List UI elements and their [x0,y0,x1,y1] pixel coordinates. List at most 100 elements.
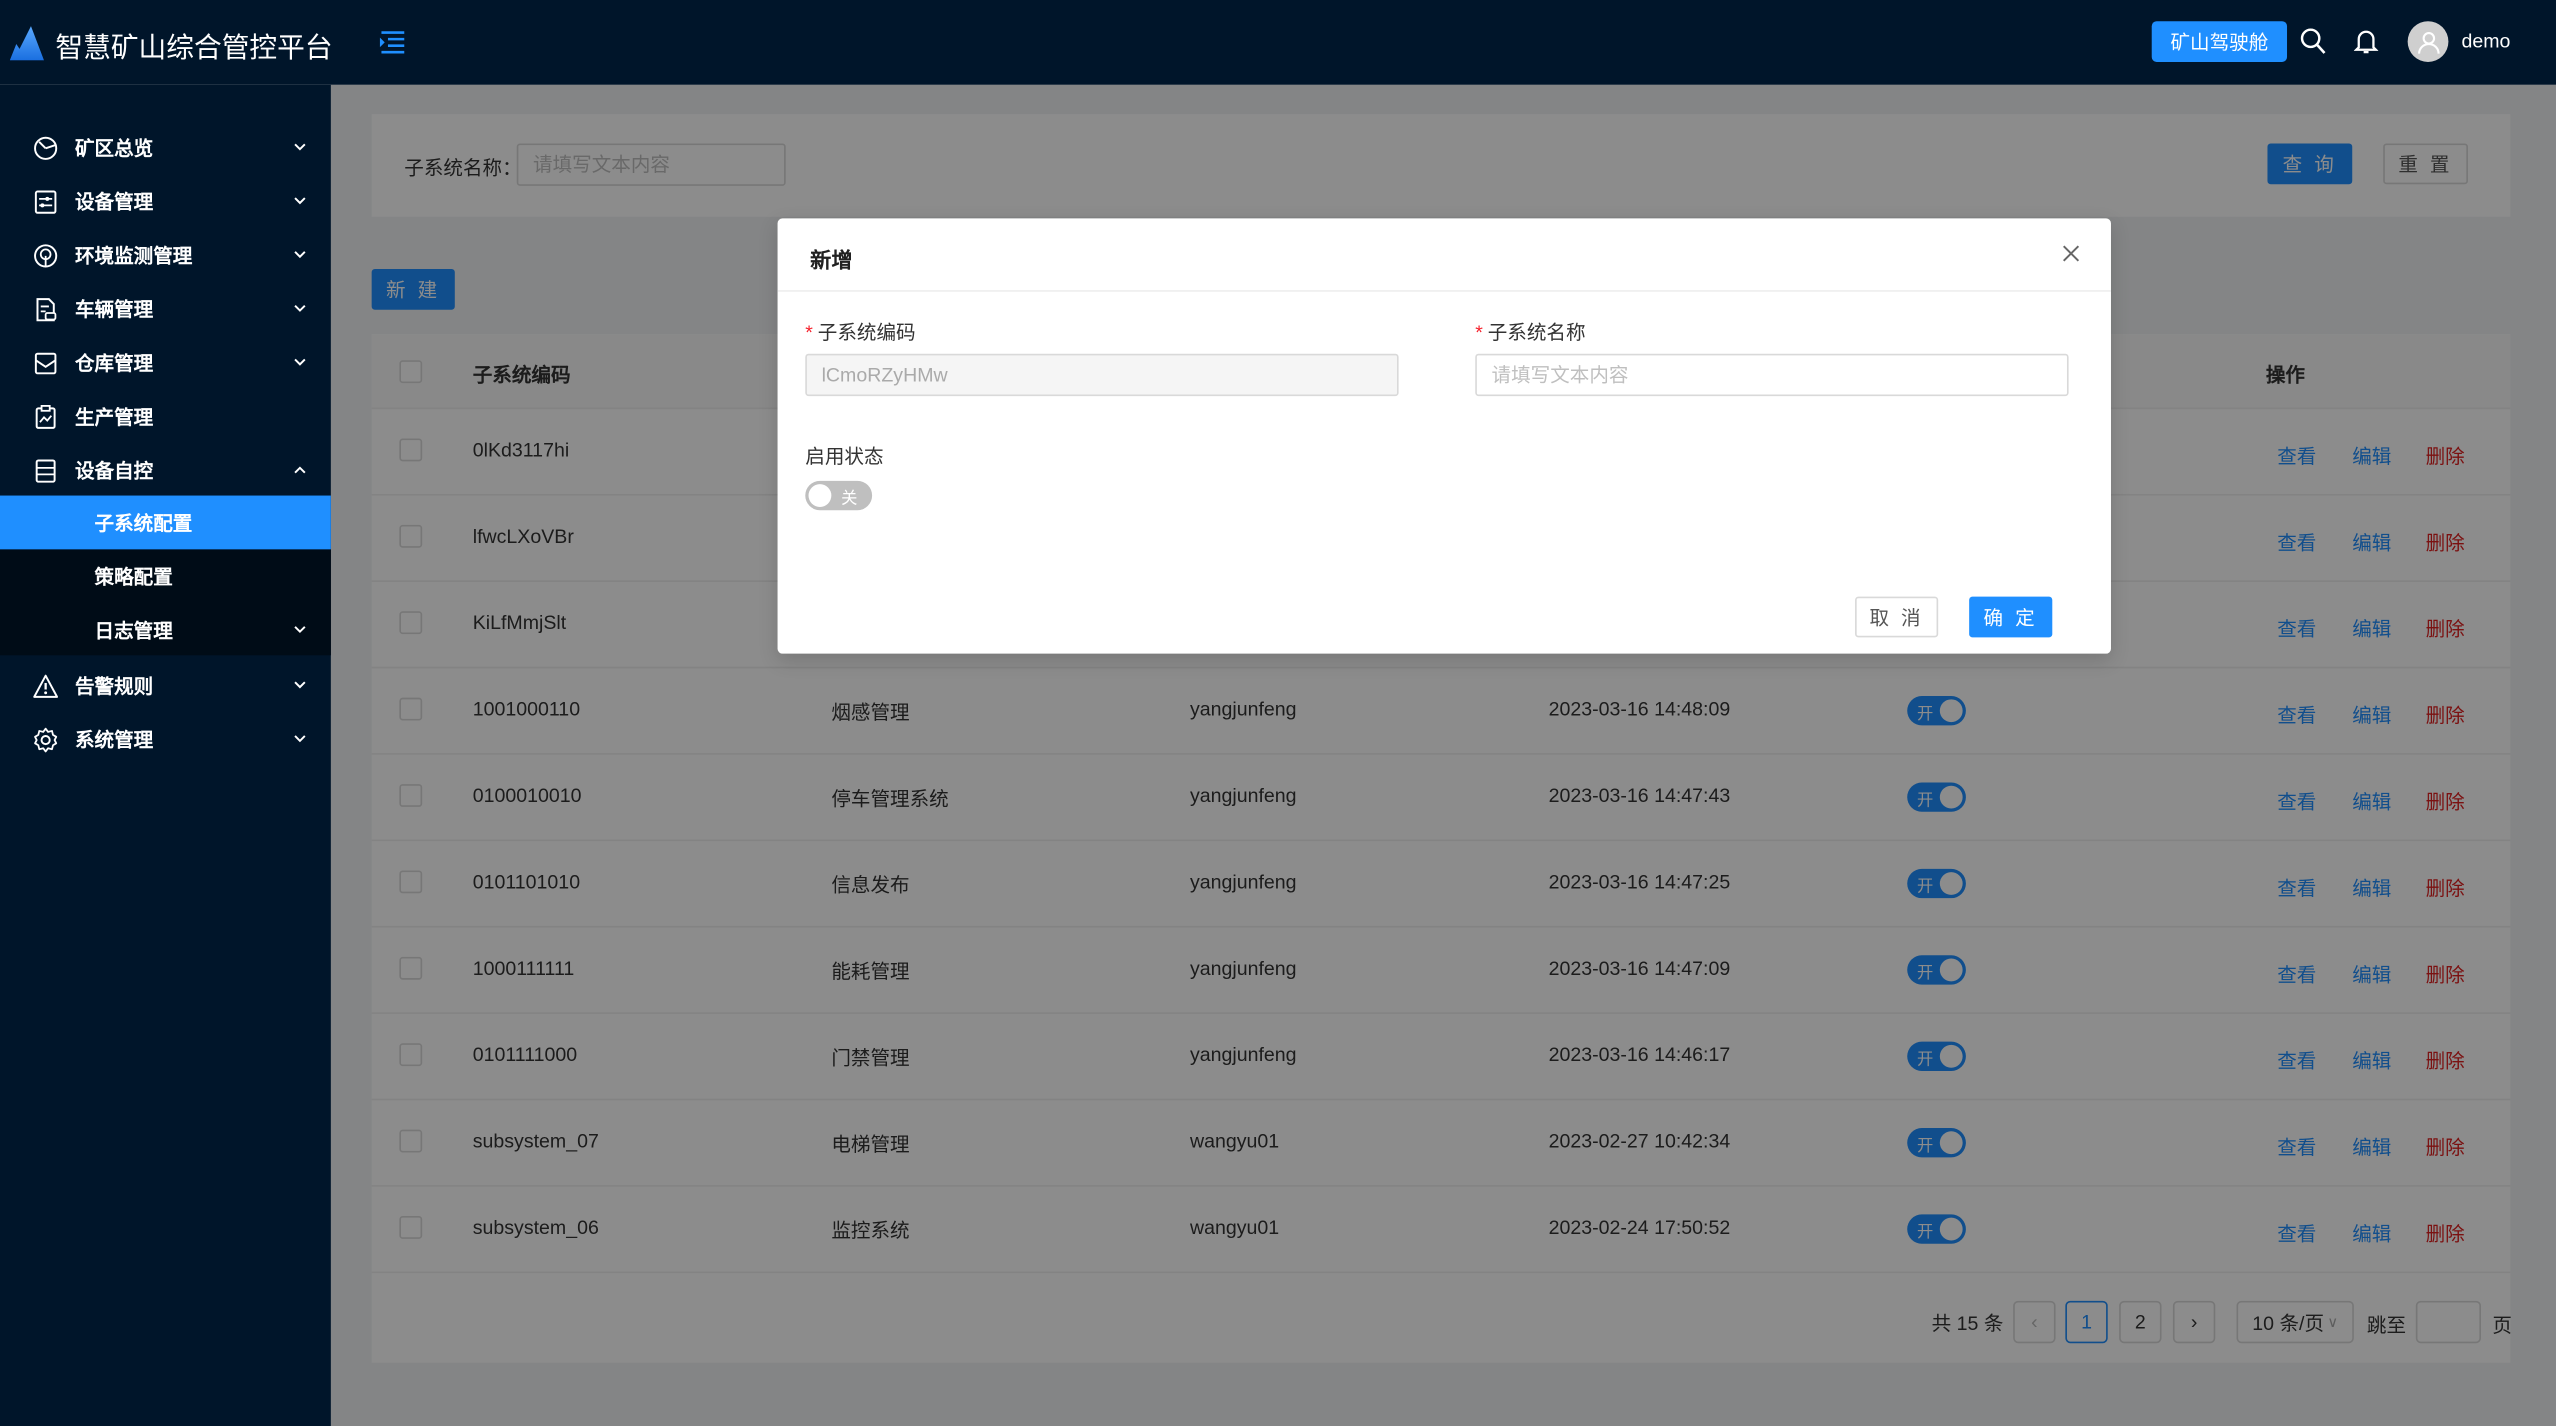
switch-text: 开 [1916,878,1934,897]
view-link[interactable]: 查看 [2277,531,2317,555]
edit-link[interactable]: 编辑 [2352,790,2392,814]
name-input[interactable] [1475,353,2069,397]
status-toggle[interactable]: 关 [805,480,873,511]
delete-link[interactable]: 删除 [2425,1049,2465,1073]
tree-icon [34,244,58,268]
row-checkbox[interactable] [399,784,423,807]
row-checkbox[interactable] [399,611,423,635]
view-link[interactable]: 查看 [2277,1222,2317,1246]
delete-link[interactable]: 删除 [2425,617,2465,641]
select-all-checkbox[interactable] [399,360,423,384]
next-page-button[interactable]: › [2172,1300,2216,1344]
edit-link[interactable]: 编辑 [2352,876,2392,900]
chevron-down-icon: ∨ [2327,1313,2339,1330]
modal-title: 新增 [810,247,853,273]
delete-link[interactable]: 删除 [2425,704,2465,728]
clipboard-chart-icon [35,404,56,429]
sidebar-item-6[interactable]: 设备自控 [0,443,331,497]
status-switch[interactable]: 开 [1907,1214,1966,1244]
sidebar: 矿区总览 设备管理 环境监测管理 车辆管理 仓库管理 生产管理 设备自控 子系统配置 策略配置日… [0,84,331,1426]
view-link[interactable]: 查看 [2277,876,2317,900]
edit-link[interactable]: 编辑 [2352,1136,2392,1160]
chevron-down-icon [294,197,306,205]
edit-link[interactable]: 编辑 [2352,617,2392,641]
sidebar-item-7[interactable]: 告警规则 [0,659,331,713]
edit-link[interactable]: 编辑 [2352,704,2392,728]
delete-link[interactable]: 删除 [2425,1222,2465,1246]
view-link[interactable]: 查看 [2277,617,2317,641]
search-icon[interactable] [2300,28,2326,56]
sidebar-item-2[interactable]: 环境监测管理 [0,228,331,282]
status-switch[interactable]: 开 [1907,1128,1966,1158]
delete-link[interactable]: 删除 [2425,963,2465,987]
edit-link[interactable]: 编辑 [2352,1049,2392,1073]
view-link[interactable]: 查看 [2277,1049,2317,1073]
sidebar-item-1[interactable]: 设备管理 [0,174,331,228]
status-switch[interactable]: 开 [1907,868,1966,899]
close-icon[interactable] [2062,245,2080,263]
ok-button[interactable]: 确 定 [1969,596,2053,638]
page-size-select[interactable]: 10 条/页 ∨ [2236,1300,2354,1344]
toggle-text: 关 [841,490,858,509]
view-link[interactable]: 查看 [2277,704,2317,728]
sidebar-item-0[interactable]: 矿区总览 [0,121,331,175]
row-divider [371,839,2511,842]
cell-time: 2023-03-16 14:48:09 [1548,697,1731,721]
cell-creator: yangjunfeng [1189,870,1297,894]
page-1-button[interactable]: 1 [2065,1300,2108,1344]
delete-link[interactable]: 删除 [2425,531,2465,555]
sidebar-item-8[interactable]: 系统管理 [0,712,331,766]
sidebar-item-3[interactable]: 车辆管理 [0,282,331,336]
row-divider [371,753,2511,755]
view-link[interactable]: 查看 [2277,790,2317,814]
view-link[interactable]: 查看 [2277,1136,2317,1160]
delete-link[interactable]: 删除 [2425,876,2465,900]
delete-link[interactable]: 删除 [2425,1136,2465,1160]
row-checkbox[interactable] [399,956,423,980]
row-checkbox[interactable] [399,697,423,721]
code-input[interactable] [805,353,1399,397]
username[interactable]: demo [2461,29,2511,53]
cockpit-button[interactable]: 矿山驾驶舱 [2151,21,2288,62]
row-checkbox[interactable] [399,870,423,894]
row-checkbox[interactable] [399,438,423,462]
row-divider [371,1012,2511,1014]
cell-time: 2023-03-16 14:47:25 [1548,870,1731,894]
status-switch[interactable]: 开 [1907,696,1966,726]
sidebar-item-5[interactable]: 生产管理 [0,390,331,444]
edit-link[interactable]: 编辑 [2352,445,2392,468]
delete-link[interactable]: 删除 [2425,445,2465,468]
delete-link[interactable]: 删除 [2425,790,2465,814]
reset-button[interactable]: 重 置 [2383,143,2468,185]
sidebar-item-4[interactable]: 仓库管理 [0,336,331,390]
status-switch[interactable]: 开 [1907,782,1966,812]
edit-link[interactable]: 编辑 [2352,531,2392,555]
table-row: 0101111000 门禁管理 yangjunfeng 2023-03-16 1… [372,1012,2511,1098]
sidebar-subitem-0[interactable]: 子系统配置 [0,495,331,550]
status-switch[interactable]: 开 [1907,1041,1966,1071]
cell-code: subsystem_07 [472,1129,599,1153]
gear-icon [34,727,58,753]
avatar[interactable] [2407,21,2449,62]
view-link[interactable]: 查看 [2277,445,2317,468]
page-2-button[interactable]: 2 [2119,1300,2162,1344]
bell-icon[interactable] [2353,28,2379,56]
query-button[interactable]: 查 询 [2267,143,2353,185]
sidebar-subitem-1[interactable]: 策略配置 [0,549,331,603]
cancel-button[interactable]: 取 消 [1855,596,1939,638]
prev-page-button[interactable]: ‹ [2013,1300,2056,1344]
row-checkbox[interactable] [399,1043,423,1067]
new-button[interactable]: 新 建 [371,268,455,310]
edit-link[interactable]: 编辑 [2352,963,2392,987]
menu-fold-icon[interactable] [379,31,406,54]
subsystem-name-search-input[interactable] [516,143,786,186]
row-checkbox[interactable] [399,524,423,548]
sidebar-subitem-2[interactable]: 日志管理 [0,603,331,657]
status-switch[interactable]: 开 [1907,955,1966,985]
jump-page-input[interactable] [2415,1300,2482,1344]
row-checkbox[interactable] [399,1216,423,1239]
edit-link[interactable]: 编辑 [2352,1222,2392,1246]
row-checkbox[interactable] [399,1129,423,1153]
cell-code: 0100010010 [472,784,582,807]
view-link[interactable]: 查看 [2277,963,2317,987]
